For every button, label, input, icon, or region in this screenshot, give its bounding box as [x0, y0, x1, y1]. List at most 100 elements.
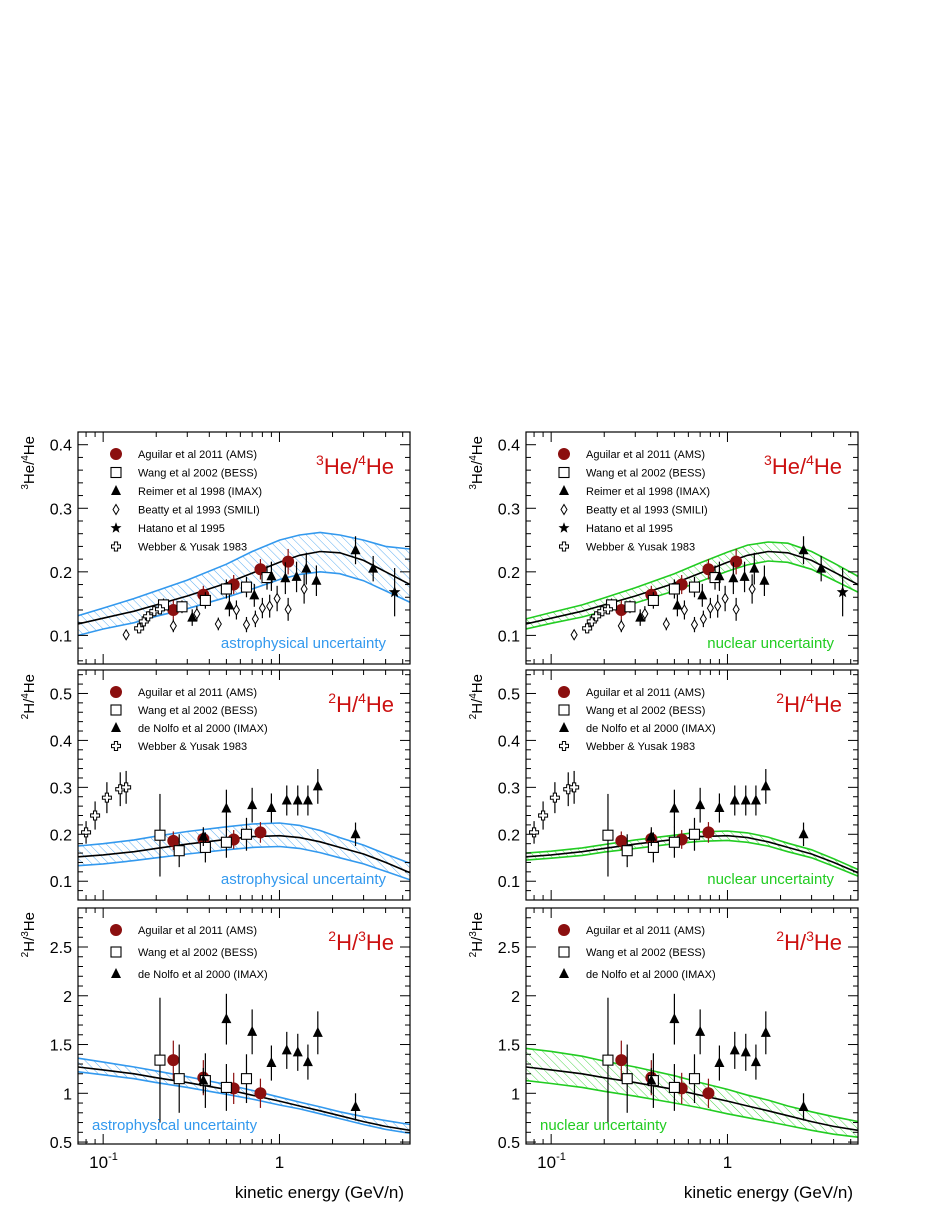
data-point-triangle	[714, 570, 725, 581]
data-point-triangle	[368, 562, 379, 573]
x-tick-labels: 10-1 1	[89, 1151, 284, 1172]
y-tick-label: 2	[63, 989, 72, 1006]
panel-title: 3He/4He	[764, 452, 842, 479]
data-point-circle	[615, 834, 628, 847]
series-diamond	[122, 574, 308, 641]
y-tick-label: 1.5	[50, 1038, 72, 1055]
data-point-triangle	[798, 828, 809, 839]
data-point-triangle	[646, 1074, 657, 1085]
data-point-triangle	[247, 1025, 258, 1036]
uncertainty-label: astrophysical uncertainty	[221, 635, 387, 652]
data-point-triangle	[672, 599, 683, 610]
legend-marker-square	[110, 704, 122, 716]
data-point-cross	[549, 792, 560, 803]
legend: Aguilar et al 2011 (AMS) Wang et al 2002 …	[558, 448, 710, 554]
data-point-triangle	[669, 802, 680, 813]
plot-frame	[77, 669, 411, 901]
legend: Aguilar et al 2011 (AMS) Wang et al 2002 …	[558, 924, 716, 981]
data-point-diamond	[617, 619, 625, 632]
y-tick-label: 2	[511, 989, 520, 1006]
legend: Aguilar et al 2011 (AMS) Wang et al 2002 …	[110, 924, 268, 981]
data-point-triangle	[247, 799, 258, 810]
y-axis-label: 3He/4He	[20, 436, 38, 490]
series-diamond	[570, 574, 756, 641]
data-point-cross	[591, 611, 602, 622]
series-triangle	[635, 536, 827, 626]
data-point-square	[668, 583, 680, 595]
legend-label: Aguilar et al 2011 (AMS)	[138, 687, 257, 699]
x-ticks	[85, 670, 404, 900]
legend-label: Wang et al 2002 (BESS)	[586, 705, 705, 717]
data-point-square	[668, 836, 680, 848]
y-tick-label: 1	[511, 1086, 520, 1103]
y-tick-label: 0.2	[498, 827, 520, 844]
data-point-circle	[702, 1087, 715, 1100]
data-point-diamond	[284, 603, 292, 616]
plot-area	[526, 769, 858, 877]
data-point-cross	[602, 604, 613, 615]
data-point-diamond	[266, 600, 274, 613]
data-point-circle	[730, 555, 743, 568]
data-point-triangle	[281, 1044, 292, 1055]
y-tick-label: 0.4	[498, 733, 520, 750]
series-triangle	[646, 993, 809, 1121]
band-lower-line	[526, 839, 858, 877]
data-point-cross	[538, 810, 549, 821]
data-point-circle	[615, 1054, 628, 1067]
x-ticks	[85, 432, 404, 664]
uncertainty-label: astrophysical uncertainty	[92, 1117, 258, 1134]
data-point-triangle	[729, 794, 740, 805]
series-star	[836, 568, 849, 617]
series-triangle	[198, 993, 361, 1121]
data-point-circle	[254, 1087, 267, 1100]
data-point-square	[173, 1073, 185, 1085]
x-tick-label: 1	[275, 1153, 284, 1172]
y-tick-label: 1.5	[498, 1038, 520, 1055]
data-point-triangle	[749, 562, 760, 573]
legend-label: Wang et al 2002 (BESS)	[586, 468, 705, 480]
y-tick-label: 0.5	[498, 686, 520, 703]
uncertainty-label: nuclear uncertainty	[540, 1117, 667, 1134]
data-point-triangle	[714, 1057, 725, 1068]
legend-marker-star	[110, 522, 122, 533]
panels-group: 0.1 0.2 0.3 0.4 3He/4He 3He/4He astrophysical …	[20, 431, 859, 1172]
legend-label: de Nolfo et al 2000 (IMAX)	[586, 723, 716, 735]
legend-marker-circle	[558, 686, 570, 698]
data-point-circle	[282, 555, 295, 568]
x-ticks	[533, 670, 852, 900]
y-tick-label: 0.2	[50, 565, 72, 582]
data-point-square	[173, 845, 185, 857]
data-point-cross	[134, 623, 145, 634]
legend-label: Webber & Yusak 1983	[138, 542, 247, 554]
data-point-square	[240, 828, 253, 840]
model-line	[526, 1066, 858, 1132]
data-point-star	[388, 586, 401, 598]
y-tick-label: 0.3	[498, 501, 520, 518]
series-triangle	[187, 536, 379, 626]
y-tick-label: 0.3	[498, 780, 520, 797]
data-point-triangle	[695, 1025, 706, 1036]
data-point-star	[836, 586, 849, 598]
y-axis-label: 2H/3He	[20, 912, 38, 957]
legend-marker-diamond	[112, 503, 120, 516]
data-point-triangle	[350, 544, 361, 555]
data-point-triangle	[292, 794, 303, 805]
data-point-triangle	[280, 572, 291, 583]
series-circle	[167, 548, 295, 620]
data-point-triangle	[697, 589, 708, 600]
legend-label: de Nolfo et al 2000 (IMAX)	[586, 969, 716, 981]
legend-marker-square	[558, 946, 570, 958]
data-point-square	[602, 829, 614, 841]
uncertainty-band	[78, 1058, 410, 1134]
x-ticks	[533, 908, 852, 1144]
series-cross	[529, 770, 580, 844]
data-point-diamond	[242, 618, 251, 631]
data-point-triangle	[198, 1074, 209, 1085]
data-point-square	[220, 1081, 232, 1093]
data-point-square	[668, 1081, 680, 1093]
data-point-square	[621, 1073, 633, 1085]
legend-label: Wang et al 2002 (BESS)	[138, 468, 257, 480]
legend-label: de Nolfo et al 2000 (IMAX)	[138, 723, 268, 735]
legend-label: Webber & Yusak 1983	[586, 542, 695, 554]
